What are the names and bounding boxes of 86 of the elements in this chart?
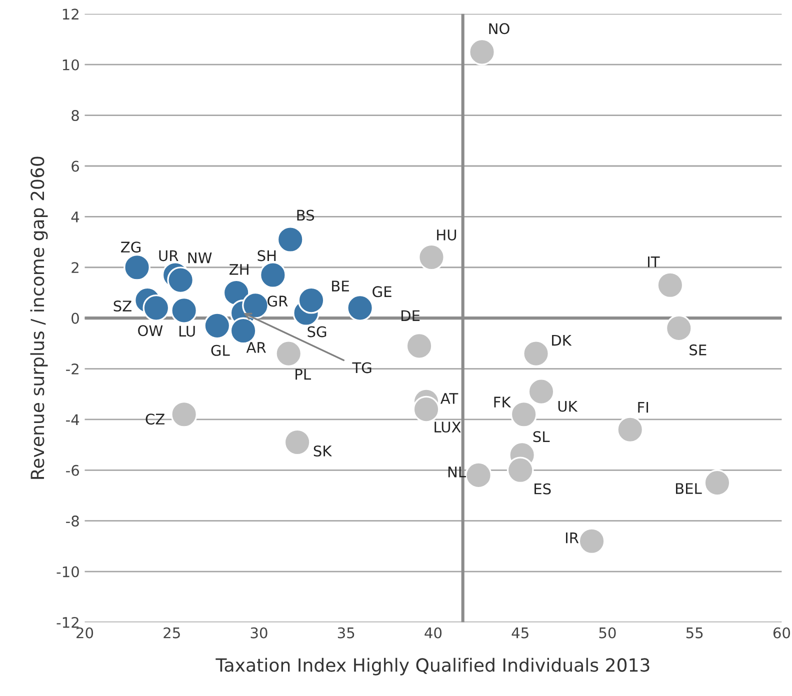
y-axis-title: Revenue surplus / income gap 2060 [30,156,48,479]
x-tick-label: 55 [686,628,703,638]
point [298,286,325,314]
annotation: LU [179,326,195,337]
y-tick-label: 6 [72,160,79,172]
y-tick-label: -4 [66,414,80,425]
annotation: NO [489,23,510,34]
annotation: UK [558,400,578,412]
annotation: FK [494,396,512,408]
annotation: BE [332,280,349,292]
y-tick-label: 2 [72,262,78,273]
point [170,400,198,428]
annotation: FI [638,402,648,413]
x-tick-label: 20 [76,627,94,638]
annotation: ES [534,483,551,494]
point [412,396,440,423]
annotation: NW [188,252,212,264]
x-axis-title: Taxation Index Highly Qualified Individuals 2013 [216,658,650,676]
annotation: SG [308,326,326,338]
point [170,297,198,324]
point [704,469,731,496]
x-tick-label: 40 [424,627,442,638]
y-tick-label: 8 [72,110,79,122]
x-tick-label: 25 [164,627,180,638]
annotation: UR [159,250,178,262]
x-tick-label: 60 [773,627,790,638]
annotation: SZ [114,300,132,312]
point [242,292,269,319]
point [656,272,684,299]
point [124,254,150,281]
point [204,312,231,340]
y-tick-label: 12 [62,8,78,20]
annotation: SL [533,431,550,442]
annotation: CZ [146,414,164,425]
y-tick-label: -6 [66,464,79,476]
annotation: HU [437,230,456,240]
annotation: GL [211,344,230,356]
annotation: DK [552,334,572,346]
point [142,294,170,322]
point [284,428,311,456]
annotation: GR [268,296,288,307]
annotation: SK [314,445,332,456]
y-tick-label: -8 [66,516,79,527]
point [665,314,692,342]
point [418,244,445,271]
point [510,400,538,428]
y-tick-label: 10 [62,59,79,70]
point [167,266,194,294]
annotation: AT [440,393,458,404]
point [578,528,606,555]
annotation: BS [297,210,314,221]
point [522,340,550,368]
point [275,340,302,368]
annotation: OW [138,325,163,336]
annotation: DE [401,310,420,321]
x-tick-label: 30 [250,627,268,638]
point [465,462,492,489]
annotation: SE [690,344,706,356]
annotation: ZH [230,264,248,275]
point [528,378,555,406]
y-tick-label: 4 [71,212,80,222]
y-tick-label: 0 [72,312,79,324]
x-tick-label: 35 [338,627,354,638]
point [506,456,534,484]
annotation: NL [448,466,466,478]
annotation: GE [372,286,392,298]
x-tick-label: 50 [599,627,616,638]
y-tick-label: -10 [56,566,79,578]
annotation: SH [258,250,276,262]
annotation: TG [352,362,372,374]
y-tick-label: -2 [66,363,78,374]
point [406,332,433,360]
point [276,226,304,253]
annotation: AR [246,342,266,353]
annotation: BEL [676,483,702,494]
annotation: PL [296,368,311,380]
x-tick-label: 45 [512,628,528,638]
point [616,416,644,444]
annotation: IR [566,532,579,544]
point [468,38,496,66]
annotation: IT [648,256,660,268]
point [259,262,286,288]
point [346,294,374,322]
annotation: LUX [434,422,461,433]
y-tick-label: -12 [56,616,78,628]
annotation: ZG [121,242,140,253]
